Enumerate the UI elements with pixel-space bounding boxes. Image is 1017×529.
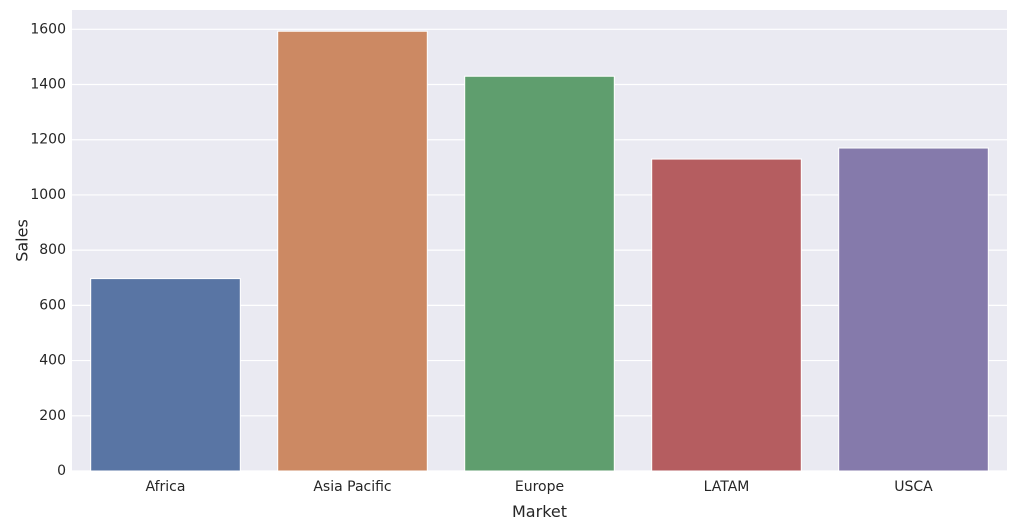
- y-tick-label: 400: [39, 353, 66, 369]
- y-tick-label: 1200: [30, 132, 66, 148]
- x-tick-label: LATAM: [704, 479, 750, 495]
- bar-usca: [838, 147, 989, 472]
- y-tick-label: 0: [57, 463, 66, 479]
- bar-africa: [90, 278, 241, 472]
- y-axis-label: Sales: [13, 219, 32, 262]
- bar-latam: [651, 158, 802, 472]
- y-tick-label: 600: [39, 297, 66, 313]
- bars: [90, 30, 989, 472]
- x-tick-labels: Africa Asia Pacific Europe LATAM USCA: [146, 479, 934, 495]
- bar-asia-pacific: [277, 30, 428, 472]
- y-tick-label: 1000: [30, 187, 66, 203]
- y-tick-label: 800: [39, 242, 66, 258]
- y-tick-label: 1600: [30, 21, 66, 37]
- x-tick-label: Europe: [515, 479, 564, 495]
- x-tick-label: Africa: [146, 479, 186, 495]
- y-tick-labels: 0 200 400 600 800 1000 1200 1400 1600: [30, 21, 66, 479]
- x-tick-label: USCA: [894, 479, 933, 495]
- x-axis-label: Market: [512, 502, 567, 521]
- y-tick-label: 1400: [30, 77, 66, 93]
- x-tick-label: Asia Pacific: [313, 479, 391, 495]
- bar-europe: [464, 75, 615, 472]
- y-tick-label: 200: [39, 408, 66, 424]
